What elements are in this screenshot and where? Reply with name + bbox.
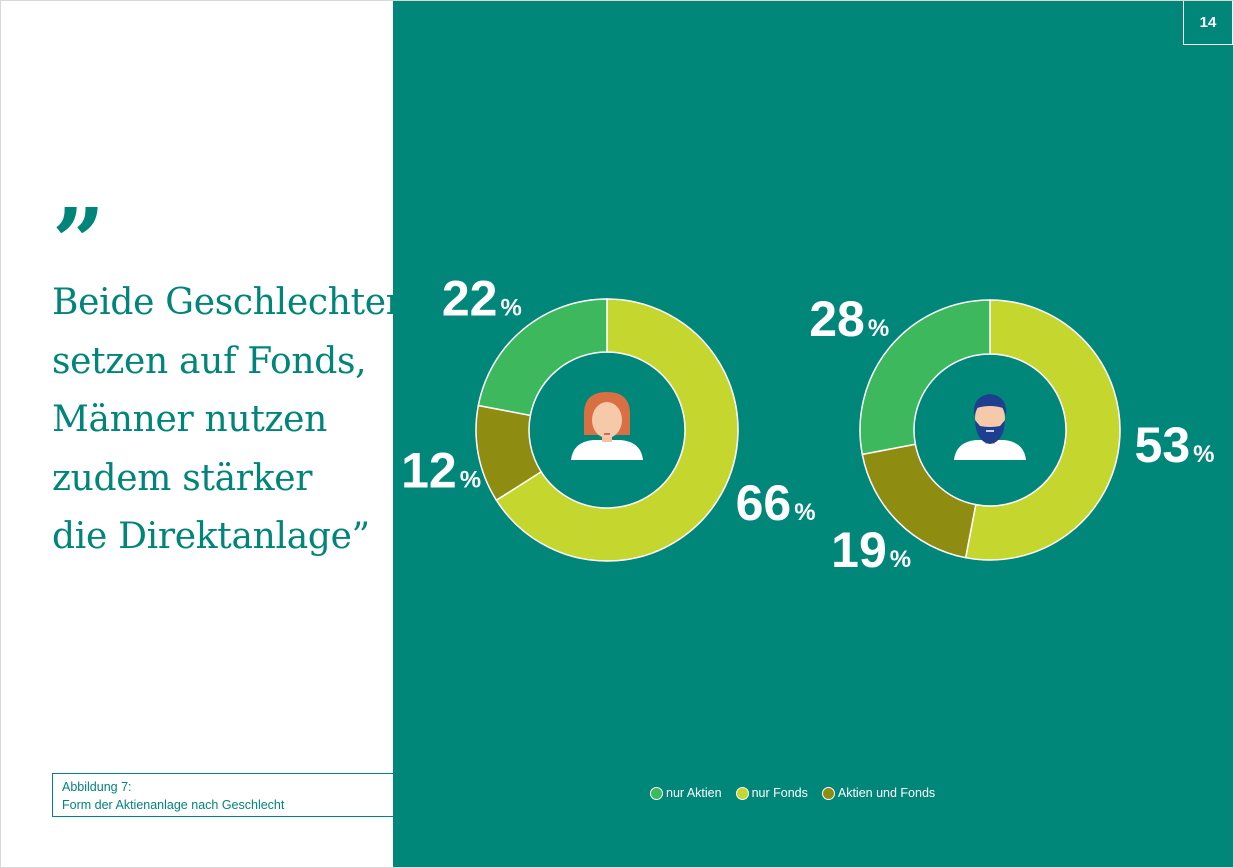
donut-segment-nur-aktien	[859, 299, 991, 456]
page-number: 14	[1183, 0, 1233, 45]
quote-mark-icon: ”	[52, 188, 105, 296]
woman-avatar-icon	[571, 392, 643, 460]
headline-line: zudem stärker	[52, 457, 313, 499]
legend-label: Aktien und Fonds	[837, 786, 936, 800]
data-label-nur-fonds: 53%	[1135, 417, 1215, 473]
headline-line: setzen auf Fonds,	[52, 340, 367, 382]
donut-segment-nur-fonds	[495, 298, 739, 562]
headline-line: Beide Geschlechter	[52, 282, 403, 323]
headline-line: die Direktanlage”	[52, 516, 370, 557]
legend-label: nur Fonds	[751, 786, 808, 800]
chart-legend: nur Aktien nur Fonds Aktien und Fonds	[650, 786, 935, 800]
donut-segment-nur-aktien	[477, 298, 608, 417]
legend-item-nur-aktien: nur Aktien	[650, 786, 722, 800]
data-label-aktien-und-fonds: 12%	[401, 443, 481, 499]
man-avatar-icon	[954, 394, 1026, 460]
legend-swatch	[821, 786, 835, 800]
headline-line: Männer nutzen	[52, 399, 328, 440]
figure-caption-text: Form der Aktienanlage nach Geschlecht	[62, 798, 285, 812]
left-panel: ” Beide Geschlechter setzen auf Fonds, M…	[0, 0, 403, 868]
figure-caption-label: Abbildung 7:	[62, 780, 132, 794]
figure-caption: Abbildung 7: Form der Aktienanlage nach …	[52, 773, 393, 817]
data-label-nur-fonds: 66%	[736, 475, 816, 531]
legend-item-nur-fonds: nur Fonds	[735, 786, 808, 800]
legend-swatch	[735, 786, 749, 800]
donut-segment-nur-fonds	[964, 299, 1121, 561]
legend-swatch	[650, 786, 663, 800]
data-label-nur-aktien: 22%	[442, 271, 522, 327]
headline-quote: Beide Geschlechter setzen auf Fonds, Män…	[52, 274, 403, 567]
legend-label: nur Aktien	[666, 786, 722, 800]
data-label-aktien-und-fonds: 19%	[831, 522, 911, 578]
legend-item-aktien-und-fonds: Aktien und Fonds	[821, 786, 936, 800]
data-label-nur-aktien: 28%	[809, 291, 889, 347]
